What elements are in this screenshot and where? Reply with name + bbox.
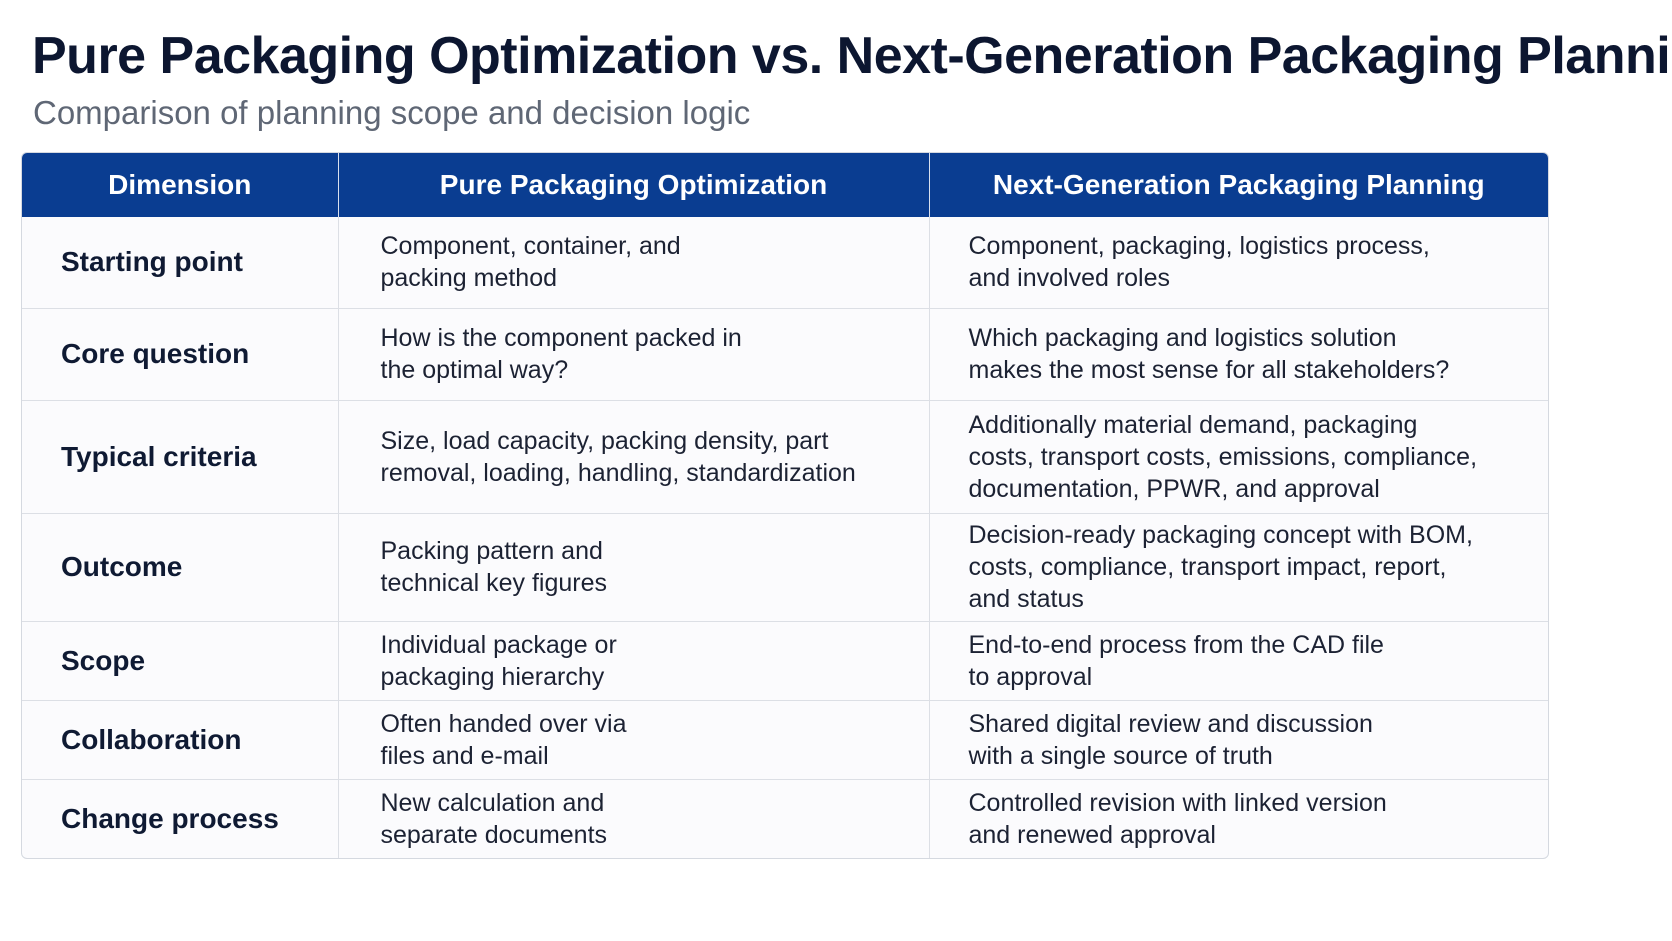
- table-row: Starting point Component, container, and…: [22, 217, 1548, 308]
- column-header-pure-packaging: Pure Packaging Optimization: [338, 153, 930, 217]
- row-pure-cell: Packing pattern and technical key figure…: [338, 512, 930, 621]
- row-dimension: Outcome: [22, 512, 339, 621]
- row-dimension: Starting point: [22, 217, 339, 308]
- row-pure-cell: New calculation and separate documents: [338, 778, 930, 858]
- table-header-row: Dimension Pure Packaging Optimization Ne…: [22, 153, 1548, 217]
- table-row: Change process New calculation and separ…: [22, 778, 1548, 858]
- cell-line: Component, packaging, logistics process,: [968, 232, 1430, 261]
- row-next-cell: Additionally material demand, packaging …: [929, 399, 1548, 513]
- cell-line: Individual package or: [380, 630, 617, 659]
- cell-line: and involved roles: [968, 264, 1171, 293]
- row-pure-cell: Size, load capacity, packing density, pa…: [338, 399, 930, 513]
- column-header-next-generation: Next-Generation Packaging Planning: [929, 153, 1548, 217]
- cell-line: makes the most sense for all stakeholder…: [968, 356, 1450, 384]
- row-dimension: Typical criteria: [22, 399, 339, 513]
- row-next-cell: Shared digital review and discussion wit…: [929, 699, 1548, 779]
- cell-line: with a single source of truth: [968, 741, 1273, 770]
- row-next-cell: Component, packaging, logistics process,…: [929, 217, 1548, 308]
- cell-line: packing method: [380, 264, 558, 293]
- cell-line: Additionally material demand, packaging: [968, 410, 1418, 439]
- row-next-cell: Which packaging and logistics solution m…: [929, 307, 1548, 400]
- row-next-cell: End-to-end process from the CAD file to …: [929, 620, 1548, 700]
- cell-line: packaging hierarchy: [380, 662, 605, 691]
- cell-line: to approval: [968, 662, 1093, 691]
- cell-line: technical key figures: [380, 569, 608, 597]
- comparison-table: Dimension Pure Packaging Optimization Ne…: [21, 152, 1549, 859]
- row-pure-cell: Individual package or packaging hierarch…: [338, 620, 930, 700]
- cell-line: Shared digital review and discussion: [968, 709, 1373, 738]
- row-dimension: Collaboration: [22, 699, 339, 779]
- row-pure-cell: How is the component packed in the optim…: [338, 307, 930, 400]
- cell-line: Controlled revision with linked version: [968, 788, 1387, 817]
- cell-line: Component, container, and: [380, 232, 681, 261]
- page-subtitle: Comparison of planning scope and decisio…: [33, 94, 751, 131]
- cell-line: New calculation and: [380, 788, 605, 817]
- cell-line: Often handed over via: [380, 709, 627, 738]
- row-dimension: Core question: [22, 307, 339, 400]
- table-row: Scope Individual package or packaging hi…: [22, 620, 1548, 700]
- cell-line: costs, compliance, transport impact, rep…: [968, 553, 1447, 581]
- table-row: Typical criteria Size, load capacity, pa…: [22, 399, 1548, 513]
- row-pure-cell: Often handed over via files and e-mail: [338, 699, 930, 779]
- cell-line: costs, transport costs, emissions, compl…: [968, 442, 1478, 471]
- cell-line: How is the component packed in: [380, 324, 742, 352]
- cell-line: and renewed approval: [968, 820, 1216, 849]
- row-next-cell: Controlled revision with linked version …: [929, 778, 1548, 858]
- row-dimension: Change process: [22, 778, 339, 858]
- table-row: Outcome Packing pattern and technical ke…: [22, 512, 1548, 621]
- cell-line: and status: [968, 585, 1084, 613]
- cell-line: removal, loading, handling, standardizat…: [380, 458, 856, 487]
- cell-line: Packing pattern and: [380, 537, 603, 565]
- cell-line: Size, load capacity, packing density, pa…: [380, 426, 829, 455]
- cell-line: End-to-end process from the CAD file: [968, 630, 1384, 659]
- table-row: Collaboration Often handed over via file…: [22, 699, 1548, 779]
- cell-line: the optimal way?: [380, 356, 569, 384]
- column-header-dimension: Dimension: [22, 153, 339, 217]
- row-pure-cell: Component, container, and packing method: [338, 217, 930, 308]
- cell-line: separate documents: [380, 820, 608, 849]
- cell-line: Which packaging and logistics solution: [968, 324, 1397, 352]
- row-next-cell: Decision-ready packaging concept with BO…: [929, 512, 1548, 621]
- cell-line: files and e-mail: [380, 741, 549, 770]
- row-dimension: Scope: [22, 620, 339, 700]
- cell-line: documentation, PPWR, and approval: [968, 474, 1380, 503]
- cell-line: Decision-ready packaging concept with BO…: [968, 521, 1473, 549]
- table-row: Core question How is the component packe…: [22, 307, 1548, 400]
- page-title: Pure Packaging Optimization vs. Next-Gen…: [32, 27, 1672, 85]
